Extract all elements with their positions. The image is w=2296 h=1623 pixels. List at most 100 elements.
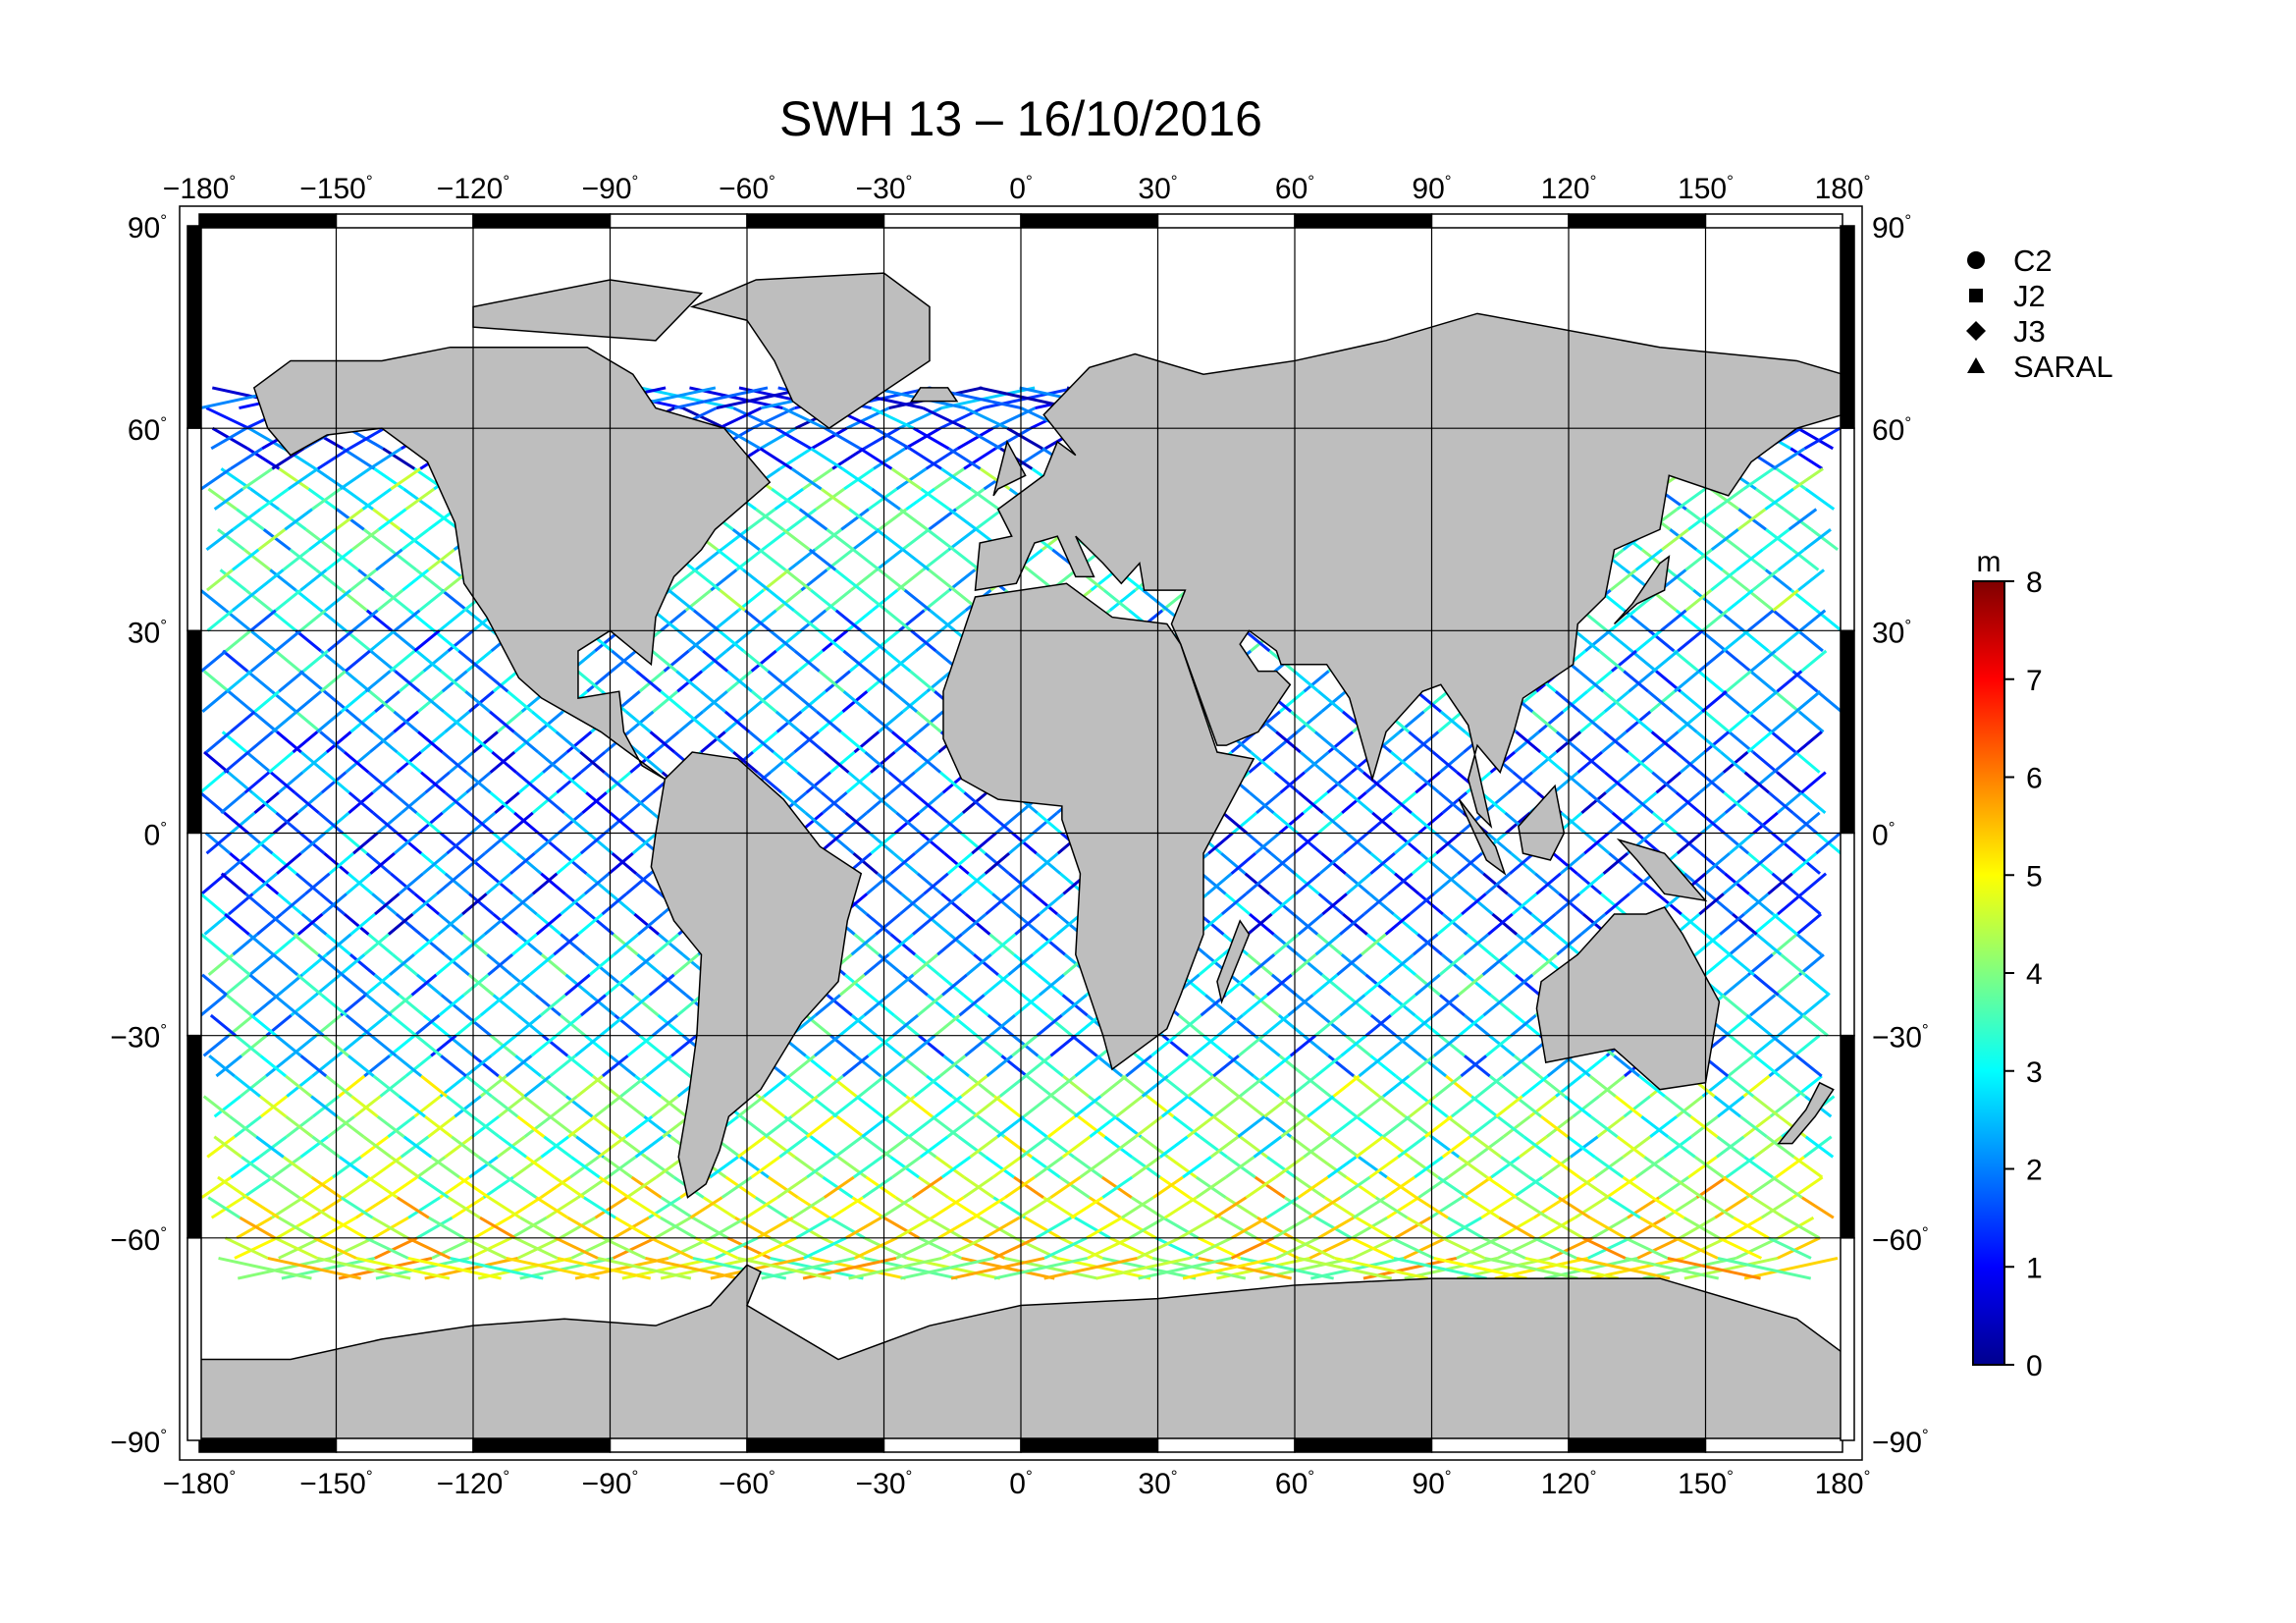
greenland-land (689, 272, 931, 430)
frame-segment-top (1294, 213, 1433, 229)
frame-segment-top (609, 213, 748, 229)
lon-tick-label-bottom: −60° (719, 1467, 775, 1500)
frame-segment-bottom (882, 1437, 1022, 1453)
frame-segment-bottom (609, 1437, 748, 1453)
lat-tick-label-left: 60° (128, 413, 167, 447)
frame-segment-left (187, 629, 202, 835)
colorbar-unit: m (1977, 546, 2002, 578)
legend-marker-square (1969, 289, 1983, 302)
new-zealand-land (1777, 1081, 1835, 1145)
frame-segment-top (1430, 213, 1570, 229)
frame-segment-right (1840, 427, 1855, 632)
lat-tick-label-right: 30° (1872, 616, 1911, 649)
lat-tick-label-left: −90° (110, 1426, 167, 1459)
legend-marker-circle (1967, 251, 1985, 269)
frame-segment-right (1840, 629, 1855, 835)
frame-segment-right (1840, 225, 1855, 429)
frame-segment-bottom (1020, 1437, 1159, 1453)
legend-label: C2 (2013, 243, 2053, 278)
colorbar-tick-label: 2 (2026, 1155, 2043, 1187)
lat-tick-label-right: 0° (1872, 819, 1896, 852)
new-guinea-land (1616, 838, 1708, 902)
lat-tick-label-right: 90° (1872, 211, 1911, 244)
colorbar-tick-label: 4 (2026, 958, 2043, 991)
lon-tick-label-bottom: 60° (1275, 1467, 1314, 1500)
lat-tick-label-left: 30° (128, 616, 167, 649)
frame-segment-left (187, 1034, 202, 1239)
lon-tick-label-top: −150° (299, 172, 372, 205)
frame-segment-top (1020, 213, 1159, 229)
lon-tick-label-top: −180° (163, 172, 236, 205)
madagascar-land (1216, 919, 1251, 1004)
frame-segment-top (1568, 213, 1707, 229)
legend-marker-triangle (1967, 357, 1985, 373)
colorbar-tick-label: 7 (2026, 665, 2043, 697)
colorbar-tick-label: 8 (2026, 567, 2043, 599)
lon-tick-label-top: 0° (1009, 172, 1033, 205)
lat-tick-label-left: 90° (128, 211, 167, 244)
lat-tick-label-left: 0° (144, 819, 168, 852)
lon-tick-label-bottom: −180° (163, 1467, 236, 1500)
map-frame (179, 205, 1863, 1461)
lon-tick-label-bottom: 150° (1678, 1467, 1734, 1500)
frame-segment-left (187, 1237, 202, 1441)
frame-segment-left (187, 832, 202, 1037)
lon-tick-label-bottom: −90° (582, 1467, 639, 1500)
lon-tick-label-top: −90° (582, 172, 639, 205)
frame-segment-left (187, 225, 202, 429)
lon-tick-label-bottom: 0° (1009, 1467, 1033, 1500)
frame-segment-left (187, 427, 202, 632)
colorbar-tick-label: 3 (2026, 1056, 2043, 1089)
land-masses (199, 272, 1842, 1440)
lon-tick-label-top: 60° (1275, 172, 1314, 205)
lon-tick-label-bottom: 90° (1412, 1467, 1451, 1500)
frame-segment-top (1704, 213, 1843, 229)
legend-label: J3 (2013, 314, 2046, 349)
lon-tick-label-bottom: 180° (1815, 1467, 1871, 1500)
iceland-land (909, 387, 959, 403)
lat-tick-label-left: −60° (110, 1223, 167, 1257)
lon-tick-label-bottom: −120° (437, 1467, 509, 1500)
frame-segment-top (198, 213, 338, 229)
axis-labels: −180° −180° −150° −150° −120° −120° −90° −90° −6… (110, 172, 1928, 1500)
eurasia-land (974, 312, 1842, 829)
frame-segment-top (472, 213, 612, 229)
legend-marker-diamond (1966, 321, 1986, 341)
lon-tick-label-top: 180° (1815, 172, 1871, 205)
lat-tick-label-left: −30° (110, 1021, 167, 1055)
lat-tick-label-right: −60° (1872, 1223, 1929, 1257)
frame-segment-right (1840, 832, 1855, 1037)
frame-segment-top (882, 213, 1022, 229)
lon-tick-label-top: −120° (437, 172, 509, 205)
lon-tick-label-bottom: −30° (856, 1467, 913, 1500)
frame-segment-right (1840, 1237, 1855, 1441)
colorbar-tick-label: 1 (2026, 1252, 2043, 1284)
frame-outline (179, 205, 1863, 1461)
frame-segment-bottom (746, 1437, 885, 1453)
japan-land (1613, 555, 1671, 625)
lon-tick-label-top: −60° (719, 172, 775, 205)
lon-tick-label-top: 30° (1138, 172, 1177, 205)
colorbar-tick-label: 6 (2026, 763, 2043, 795)
map-title: SWH 13 – 16/10/2016 (779, 91, 1262, 146)
lat-tick-label-right: −90° (1872, 1426, 1929, 1459)
frame-segment-top (746, 213, 885, 229)
australia-land (1535, 906, 1721, 1091)
lat-tick-label-right: 60° (1872, 413, 1911, 447)
sumatra-land (1458, 798, 1507, 876)
frame-segment-bottom (335, 1437, 474, 1453)
frame-segment-top (335, 213, 474, 229)
frame-segment-right (1840, 1034, 1855, 1239)
swh-colorbar: m 0 1 2 3 4 5 6 7 8 (1972, 546, 2043, 1382)
borneo-land (1518, 784, 1566, 861)
lon-tick-label-bottom: 120° (1541, 1467, 1597, 1500)
north-america-land (252, 346, 772, 781)
frame-segment-bottom (1704, 1437, 1843, 1453)
frame-segment-bottom (472, 1437, 612, 1453)
frame-segment-bottom (1568, 1437, 1707, 1453)
frame-segment-top (1156, 213, 1296, 229)
lon-tick-label-bottom: −150° (299, 1467, 372, 1500)
legend-label: SARAL (2013, 350, 2113, 384)
